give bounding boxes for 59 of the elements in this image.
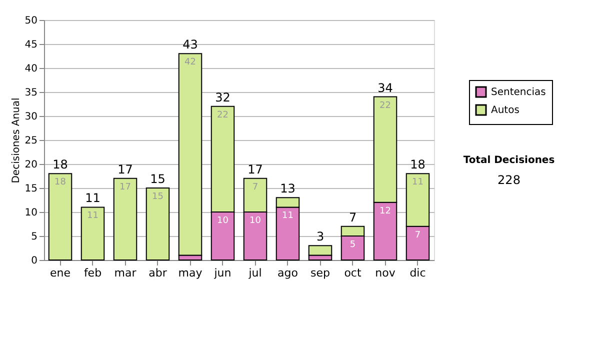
y-tick-label: 40 [24, 64, 38, 74]
legend-label: Sentencias [491, 87, 546, 98]
x-tick-label: feb [84, 266, 102, 280]
data-label: 22 [217, 110, 228, 120]
y-tick-label: 45 [24, 40, 38, 50]
data-label: 7 [414, 230, 421, 240]
data-label: 17 [120, 182, 131, 192]
x-tick-label: may [178, 266, 203, 280]
total-label: 18 [52, 158, 68, 172]
data-label: 10 [250, 216, 262, 226]
total-label: 43 [182, 38, 198, 52]
y-tick-label: 50 [24, 16, 38, 26]
data-label: 10 [217, 216, 229, 226]
x-tick-label: nov [375, 266, 396, 280]
y-tick-label: 5 [31, 232, 38, 242]
x-tick-label: jun [213, 266, 232, 280]
total-label: 17 [118, 162, 133, 176]
x-tick-label: jul [248, 266, 262, 280]
x-tick-label: ago [278, 266, 298, 280]
data-label: 12 [380, 206, 391, 216]
data-label: 11 [87, 211, 98, 222]
data-label: 42 [184, 58, 196, 68]
y-tick-label: 30 [24, 112, 38, 122]
total-label: 13 [280, 182, 296, 196]
data-label: 11 [412, 178, 424, 188]
x-tick-label: sep [310, 266, 330, 280]
y-tick-label: 15 [24, 184, 38, 194]
data-label: 22 [380, 100, 391, 111]
y-tick-label: 25 [24, 136, 38, 146]
data-label: 15 [152, 192, 164, 202]
data-label: 7 [252, 182, 258, 192]
total-label: 7 [348, 210, 357, 224]
total-label: 15 [150, 172, 166, 186]
total-label: 11 [85, 191, 100, 206]
total-label: 3 [316, 230, 324, 244]
x-tick-label: dic [410, 266, 426, 280]
data-label: 5 [350, 240, 356, 250]
data-label: 11 [282, 211, 294, 222]
total-label: 34 [378, 80, 393, 95]
y-tick-label: 10 [24, 208, 38, 218]
bar [80, 206, 105, 260]
x-tick-label: oct [344, 266, 362, 280]
x-tick-label: mar [114, 266, 137, 280]
x-tick-label: abr [148, 266, 168, 280]
bar [113, 178, 138, 260]
data-label: 18 [54, 178, 66, 188]
text: 228 [498, 173, 520, 187]
total-label: 18 [410, 158, 426, 172]
total-label: 32 [215, 90, 230, 104]
y-tick-label: 0 [31, 256, 38, 266]
text: Total Decisiones [463, 155, 555, 166]
y-axis-title: Decisiones Anual [10, 98, 22, 184]
legend-label: Autos [491, 105, 520, 116]
y-tick-label: 20 [24, 160, 38, 170]
bar [48, 173, 72, 260]
bar [146, 188, 170, 260]
y-tick-label: 35 [24, 88, 38, 98]
total-label: 17 [248, 162, 263, 176]
x-tick-label: ene [50, 266, 71, 280]
